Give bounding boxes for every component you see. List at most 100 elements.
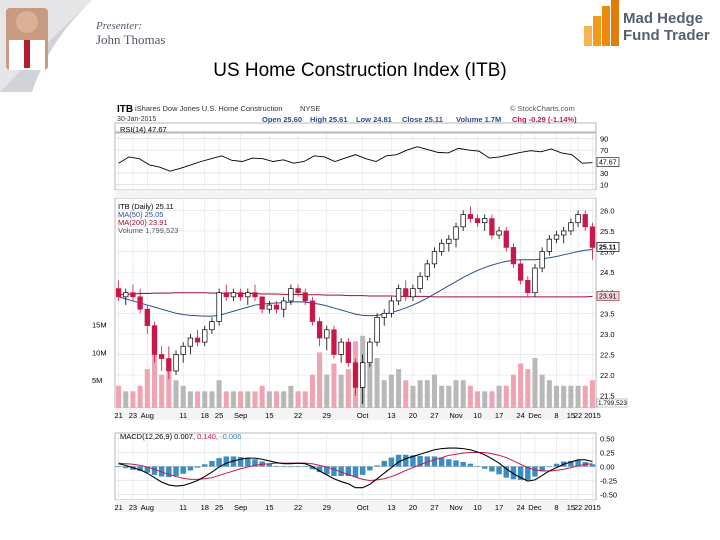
rsi-last-label: 47.67: [599, 160, 617, 167]
volume-tick-label: 15M: [92, 321, 107, 330]
candle-body: [115, 288, 122, 298]
macd-tick-label: -0.50: [600, 490, 617, 499]
chart-volume: Volume 1.7M: [456, 115, 501, 124]
x-tick-label: 27: [430, 503, 438, 512]
candle-body: [309, 300, 316, 322]
volume-bar: [374, 358, 380, 408]
candle-body: [173, 354, 179, 372]
x-tick-label: 25: [215, 503, 223, 512]
macd-histogram-bar: [388, 457, 395, 467]
volume-bar: [324, 374, 330, 408]
candle-body: [489, 218, 495, 236]
macd-histogram-bar: [324, 466, 330, 475]
volume-bar: [532, 358, 538, 408]
x-tick-label: Aug: [141, 411, 154, 420]
volume-bar: [510, 374, 516, 408]
x-tick-label: 8: [554, 503, 558, 512]
volume-bar: [367, 363, 373, 408]
macd-histogram-bar: [359, 466, 366, 475]
candle-body: [561, 230, 567, 236]
volume-bar: [288, 385, 294, 408]
candle-body: [431, 251, 438, 265]
volume-bar: [381, 380, 387, 408]
macd-histogram-bar: [525, 466, 531, 480]
volume-bar: [187, 391, 193, 408]
macd-histogram-bar: [460, 462, 466, 467]
chart-symbol: ITB: [117, 104, 133, 115]
macd-histogram-bar: [510, 466, 517, 480]
volume-bar: [338, 374, 344, 408]
rsi-line: [118, 146, 593, 172]
macd-histogram-bar: [266, 463, 273, 467]
legend-itb: ITB (Daily) 25.11: [118, 202, 174, 211]
logo-text: Mad Hedge Fund Trader: [623, 10, 710, 44]
candle-body: [302, 292, 308, 302]
ma200-tag-label: 23.91: [599, 293, 617, 300]
candle-body: [510, 247, 517, 265]
legend-ma50: MA(50) 25.05: [118, 210, 163, 219]
macd-histogram-bar: [546, 466, 553, 468]
macd-histogram-bar: [438, 457, 445, 467]
x-tick-label: 18: [201, 411, 209, 420]
x-tick-label: 18: [201, 503, 209, 512]
volume-bar: [230, 391, 236, 408]
macd-histogram-bar: [252, 459, 258, 467]
candle-body: [395, 288, 402, 302]
candle-body: [194, 337, 201, 343]
macd-histogram-bar: [288, 466, 294, 468]
macd-histogram-bar: [194, 466, 201, 468]
x-tick-label: 10: [473, 503, 481, 512]
candle-body: [388, 300, 395, 314]
candle-body: [446, 238, 452, 244]
x-tick-label: 25: [215, 411, 223, 420]
price-tick-label: 22.5: [600, 350, 615, 359]
volume-bar: [446, 385, 452, 408]
volume-bar: [453, 380, 459, 408]
candle-body: [245, 292, 251, 298]
macd-histogram-bar: [539, 466, 545, 471]
macd-histogram-bar: [316, 466, 323, 473]
volume-bar: [475, 391, 481, 408]
candle-body: [252, 292, 258, 298]
volume-bar: [238, 391, 244, 408]
macd-histogram-bar: [209, 460, 215, 467]
volume-bar: [568, 385, 574, 408]
volume-bar: [582, 385, 588, 408]
macd-histogram-bar: [489, 466, 495, 472]
volume-bar: [525, 369, 531, 408]
candle-body: [259, 296, 265, 310]
volume-bar: [554, 385, 560, 408]
page-curl-decoration: [0, 0, 92, 92]
x-tick-label: 2015: [584, 503, 601, 512]
macd-histogram-bar: [589, 464, 596, 467]
x-tick-label: 11: [179, 411, 187, 420]
volume-bar: [180, 385, 186, 408]
volume-bar: [460, 380, 466, 408]
volume-tick-label: 5M: [92, 376, 102, 385]
rsi-tick-label: 30: [600, 169, 608, 178]
candle-body: [575, 214, 581, 224]
x-tick-label: Dec: [528, 503, 542, 512]
candle-body: [374, 317, 380, 343]
chart-low: Low 24.81: [356, 115, 392, 124]
macd-tick-label: 0.50: [600, 435, 615, 444]
volume-bar: [467, 385, 473, 408]
rsi-last-tag: [596, 157, 620, 167]
x-tick-label: 2015: [584, 411, 601, 420]
candle-body: [546, 238, 552, 252]
volume-bar: [223, 391, 229, 408]
slide-title: US Home Construction Index (ITB): [213, 60, 507, 81]
macd-histogram-bar: [180, 466, 186, 474]
chart-close: Close 25.11: [402, 115, 443, 124]
candle-body: [589, 226, 596, 248]
volume-bar: [137, 385, 143, 408]
candle-body: [209, 321, 215, 331]
volume-bar: [503, 385, 509, 408]
rsi-tick-label: 90: [600, 135, 608, 144]
volume-bar: [431, 374, 437, 408]
chart-text: ITB iShares Dow Jones U.S. Home Construc…: [117, 104, 577, 441]
x-tick-label: Sep: [234, 503, 247, 512]
volume-bar: [539, 374, 545, 408]
volume-bar: [266, 391, 272, 408]
